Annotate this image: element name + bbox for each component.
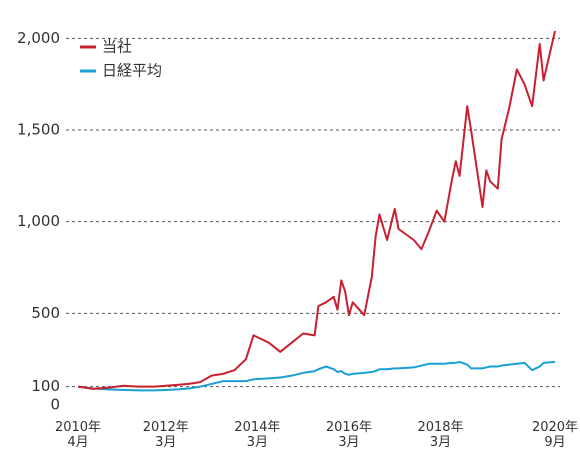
y-tick-label: 1,000	[17, 212, 60, 230]
line-series	[77, 30, 556, 390]
x-tick-label: 2018年 3月	[417, 420, 464, 450]
y-tick-label: 500	[31, 304, 60, 322]
x-tick-label: 2012年 3月	[142, 420, 189, 450]
x-tick-label: 2014年 3月	[234, 420, 281, 450]
x-tick-label: 2020年 9月	[531, 420, 579, 450]
legend-label: 日経平均	[102, 62, 162, 80]
legend-label: 当社	[102, 38, 132, 56]
x-tick-label: 2010年 4月	[54, 420, 102, 450]
y-tick-label: 100	[31, 377, 60, 395]
y-tick-label: 1,500	[17, 121, 60, 139]
x-tick-label: 2016年 3月	[325, 420, 372, 450]
line-series	[77, 360, 556, 392]
y-tick-label: 0	[50, 396, 60, 414]
y-tick-label: 2,000	[17, 29, 60, 47]
